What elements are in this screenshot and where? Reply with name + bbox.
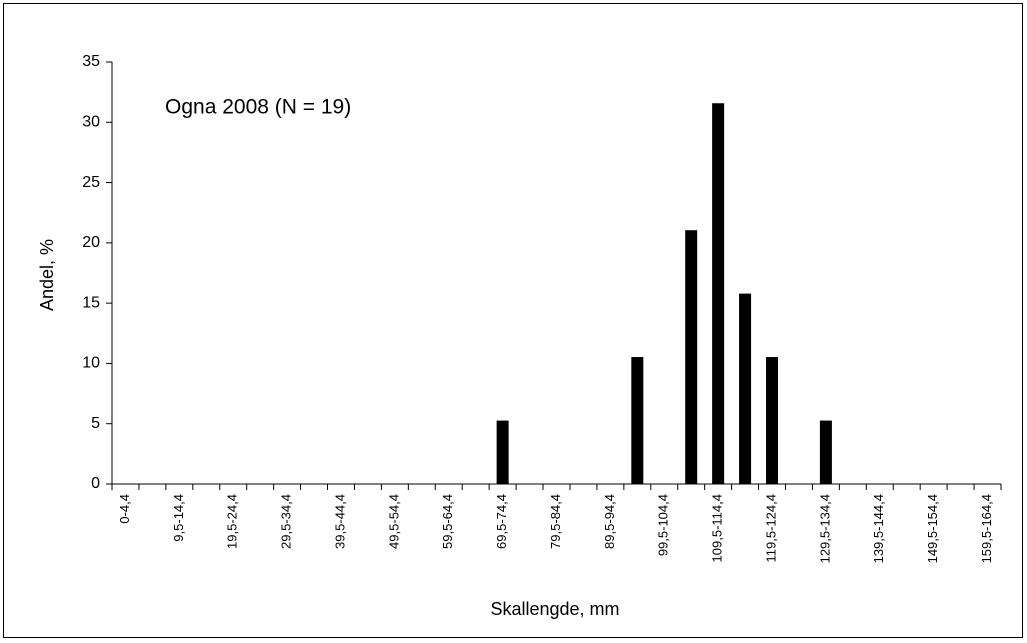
x-tick-label: 19,5-24,4: [225, 494, 240, 549]
y-tick-label: 30: [82, 114, 100, 131]
x-tick-label: 129,5-134,4: [817, 494, 832, 563]
x-tick-label: 79,5-84,4: [548, 494, 563, 549]
x-tick-label: 49,5-54,4: [386, 494, 401, 549]
x-tick-label: 159,5-164,4: [979, 494, 994, 563]
bar: [712, 103, 725, 485]
x-tick-label: 149,5-154,4: [925, 494, 940, 563]
x-tick-label: 99,5-104,4: [656, 494, 671, 556]
x-tick-label: 119,5-124,4: [763, 494, 778, 562]
bar: [631, 357, 644, 484]
y-tick-label: 0: [91, 475, 100, 492]
bar: [766, 357, 779, 484]
x-tick-label: 139,5-144,4: [871, 494, 886, 563]
y-tick-label: 35: [82, 53, 100, 70]
bar: [739, 293, 752, 484]
y-tick-label: 20: [82, 234, 100, 251]
annotation: Ogna 2008 (N = 19): [165, 96, 351, 119]
bar: [819, 420, 832, 484]
x-tick-label: 29,5-34,4: [279, 494, 294, 549]
y-tick-label: 15: [82, 294, 100, 311]
x-tick-label: 9,5-14,4: [171, 494, 186, 542]
y-tick-label: 10: [82, 355, 100, 372]
chart-frame: [3, 3, 1023, 638]
y-axis-label: Andel, %: [37, 239, 57, 311]
x-axis-label: Skallengde, mm: [490, 599, 619, 619]
x-tick-label: 0-4,4: [117, 494, 132, 524]
x-tick-label: 69,5-74,4: [494, 494, 509, 549]
x-tick-label: 109,5-114,4: [710, 494, 725, 562]
y-tick-label: 5: [91, 415, 100, 432]
x-tick-label: 89,5-94,4: [602, 494, 617, 549]
bar: [496, 420, 509, 484]
y-tick-label: 25: [82, 174, 100, 191]
x-tick-label: 39,5-44,4: [332, 494, 347, 549]
bar: [685, 230, 698, 484]
x-tick-label: 59,5-64,4: [440, 494, 455, 549]
